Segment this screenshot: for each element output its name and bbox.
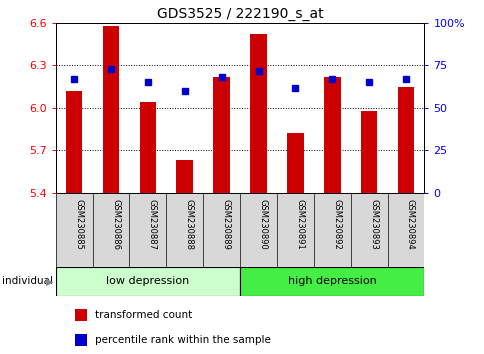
- Text: GSM230892: GSM230892: [332, 199, 341, 250]
- Bar: [250, 34, 266, 193]
- Bar: [213, 77, 229, 193]
- Bar: [176, 160, 193, 193]
- Text: GSM230885: GSM230885: [74, 199, 83, 250]
- Text: GSM230891: GSM230891: [295, 199, 304, 250]
- Text: GSM230889: GSM230889: [221, 199, 230, 250]
- Bar: [66, 91, 82, 193]
- Bar: [323, 77, 340, 193]
- Bar: [397, 87, 413, 193]
- Text: GSM230886: GSM230886: [111, 199, 120, 250]
- Text: percentile rank within the sample: percentile rank within the sample: [94, 335, 270, 345]
- Text: transformed count: transformed count: [94, 310, 192, 320]
- Text: individual: individual: [2, 276, 53, 286]
- Bar: [139, 102, 156, 193]
- Text: GSM230890: GSM230890: [258, 199, 267, 250]
- Title: GDS3525 / 222190_s_at: GDS3525 / 222190_s_at: [156, 7, 323, 21]
- FancyBboxPatch shape: [56, 267, 240, 296]
- Text: high depression: high depression: [287, 276, 376, 286]
- Text: GSM230893: GSM230893: [368, 199, 378, 250]
- Bar: [287, 133, 303, 193]
- Bar: [103, 26, 119, 193]
- Bar: [360, 111, 377, 193]
- Text: GSM230888: GSM230888: [184, 199, 194, 250]
- FancyBboxPatch shape: [240, 267, 424, 296]
- Text: GSM230887: GSM230887: [148, 199, 157, 250]
- Text: GSM230894: GSM230894: [405, 199, 414, 250]
- Text: low depression: low depression: [106, 276, 189, 286]
- Text: ▶: ▶: [45, 276, 53, 286]
